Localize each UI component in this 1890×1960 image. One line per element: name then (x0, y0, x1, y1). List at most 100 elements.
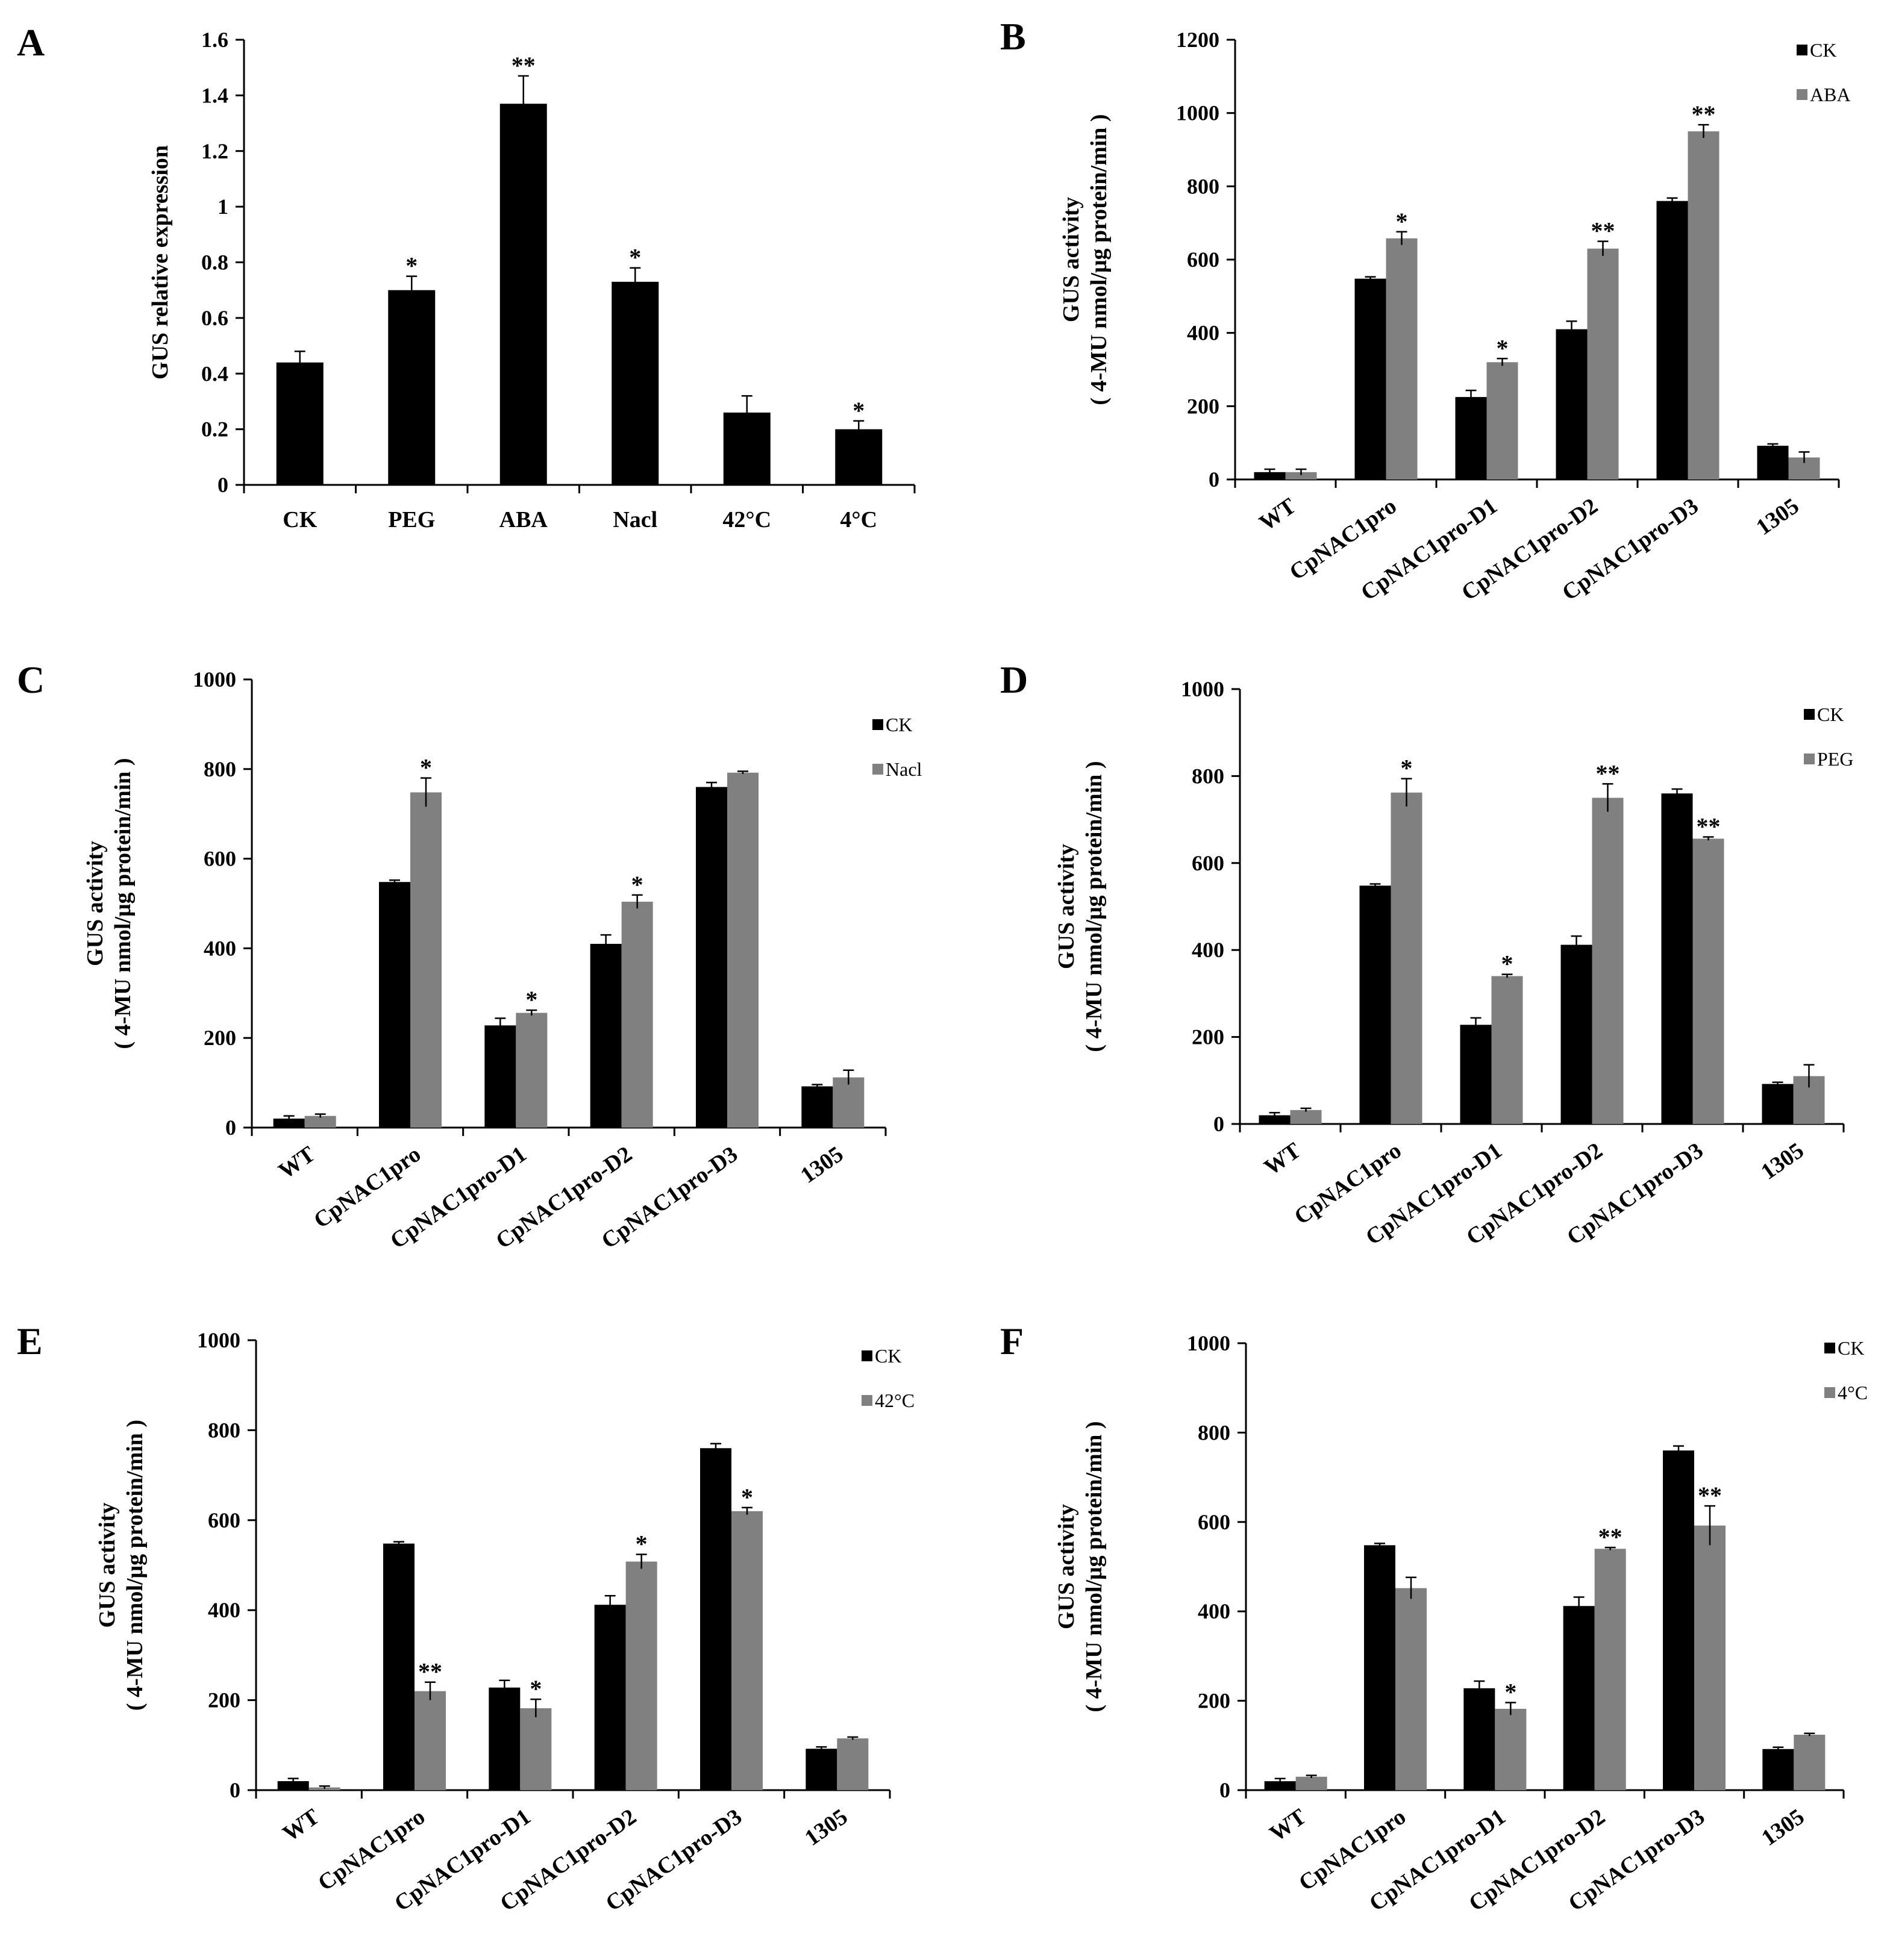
bar-ck-1 (1364, 1545, 1395, 1790)
bar-ck-2 (1455, 397, 1487, 479)
category-label: WT (278, 1804, 324, 1847)
y-tick-label: 800 (208, 1418, 240, 1442)
bar-42c-2 (520, 1708, 552, 1790)
significance-mark: * (629, 244, 641, 271)
y-tick-label: 600 (1198, 1510, 1230, 1534)
panel-letter: E (17, 1320, 43, 1362)
y-tick-label: 0 (1209, 467, 1219, 492)
bar-ck-5 (1762, 1749, 1794, 1790)
legend-label: CK (1817, 704, 1844, 725)
y-axis-label: GUS activity (1054, 1504, 1079, 1629)
bar-ck-2 (1460, 1025, 1492, 1124)
y-tick-label: 200 (204, 1026, 236, 1050)
bar-value-2 (499, 104, 547, 485)
bar-42c-1 (415, 1691, 446, 1790)
y-axis-label-units: ( 4-MU nmol/μg protein/min ) (1081, 1421, 1107, 1712)
legend-label: CK (1810, 39, 1836, 61)
bar-ck-3 (590, 943, 622, 1128)
y-tick-label: 1 (217, 195, 228, 219)
significance-mark: ** (1698, 1482, 1722, 1509)
bar-ck-4 (700, 1448, 731, 1790)
y-axis-label: GUS activity (95, 1503, 120, 1628)
category-label: 1305 (1751, 493, 1803, 540)
legend-label: ABA (1810, 84, 1851, 105)
y-tick-label: 0 (225, 1116, 236, 1140)
bar-nacl-2 (516, 1013, 548, 1128)
y-tick-label: 0 (217, 473, 228, 497)
y-tick-label: 200 (1187, 394, 1219, 418)
bar-ck-3 (1560, 944, 1592, 1124)
bar-ck-4 (696, 787, 727, 1128)
y-tick-label: 400 (1187, 321, 1219, 345)
bar-aba-0 (1285, 472, 1317, 479)
y-tick-label: 200 (208, 1688, 240, 1712)
bar-aba-4 (1688, 131, 1719, 480)
y-tick-label: 200 (1192, 1025, 1224, 1049)
bar-ck-5 (801, 1086, 833, 1128)
bar-nacl-4 (727, 772, 759, 1128)
y-tick-label: 1000 (1176, 101, 1219, 125)
bar-aba-1 (1386, 238, 1418, 479)
significance-mark: ** (1596, 760, 1620, 787)
legend-label: CK (1838, 1337, 1864, 1359)
legend-label: Nacl (886, 758, 922, 780)
bar-ck-1 (383, 1543, 415, 1790)
bar-value-5 (835, 429, 883, 485)
significance-mark: * (636, 1531, 648, 1558)
y-tick-label: 1.6 (201, 28, 228, 52)
significance-mark: ** (1591, 217, 1615, 245)
bar-ck-2 (489, 1687, 521, 1790)
bar-4c-1 (1395, 1588, 1427, 1790)
significance-mark: * (525, 986, 537, 1013)
significance-mark: ** (1692, 101, 1716, 128)
legend-swatch-0 (1797, 45, 1807, 55)
category-label: WT (1265, 1804, 1311, 1847)
panel-letter: F (1000, 1320, 1024, 1362)
category-label: WT (274, 1141, 320, 1184)
panel-letter: D (1000, 658, 1028, 701)
bar-ck-3 (1556, 329, 1588, 479)
y-tick-label: 400 (1192, 938, 1224, 962)
y-tick-label: 800 (1187, 174, 1219, 198)
significance-mark: ** (512, 52, 536, 79)
legend-label: 42°C (875, 1390, 915, 1411)
category-label: 1305 (800, 1804, 852, 1851)
y-tick-label: 400 (208, 1598, 240, 1622)
bar-42c-3 (625, 1561, 657, 1790)
significance-mark: * (1497, 334, 1509, 361)
bar-ck-2 (1463, 1688, 1495, 1790)
category-label: 1305 (1757, 1804, 1809, 1851)
bar-4c-5 (1794, 1734, 1826, 1790)
significance-mark: ** (1598, 1523, 1622, 1550)
bar-aba-2 (1486, 362, 1518, 479)
legend-swatch-1 (1824, 1387, 1835, 1398)
significance-mark: * (1501, 950, 1513, 978)
category-label: 1305 (796, 1141, 848, 1188)
significance-mark: * (1396, 208, 1408, 235)
significance-mark: * (530, 1675, 542, 1702)
y-tick-label: 0.4 (201, 361, 228, 385)
panel-letter: B (1000, 15, 1026, 58)
y-tick-label: 800 (1192, 764, 1224, 788)
legend-swatch-1 (1804, 754, 1815, 764)
category-label: 1305 (1756, 1138, 1808, 1185)
significance-mark: * (1401, 755, 1413, 782)
bar-4c-4 (1694, 1525, 1726, 1790)
legend-swatch-0 (1804, 709, 1815, 720)
bar-4c-2 (1495, 1708, 1527, 1790)
y-tick-label: 0 (230, 1778, 240, 1802)
y-tick-label: 1.4 (201, 83, 228, 107)
category-label: WT (1260, 1138, 1306, 1181)
legend-swatch-0 (1824, 1343, 1835, 1353)
panel-e: E 0 200 400 600 800 1000 GUS activity( 4-MU nmo… (17, 1320, 915, 1917)
bar-4c-3 (1594, 1549, 1626, 1790)
significance-mark: ** (1697, 813, 1721, 840)
panel-letter: A (17, 21, 45, 64)
y-axis-label-units: ( 4-MU nmol/μg protein/min ) (1081, 761, 1107, 1052)
y-tick-label: 1200 (1176, 28, 1219, 52)
legend-swatch-1 (862, 1395, 872, 1406)
significance-mark: * (420, 754, 432, 781)
bar-ck-2 (484, 1025, 516, 1128)
panel-d: D 0 200 400 600 800 1000 GUS activity( 4-MU nmo… (1000, 658, 1853, 1250)
legend-label: 4°C (1838, 1382, 1868, 1403)
